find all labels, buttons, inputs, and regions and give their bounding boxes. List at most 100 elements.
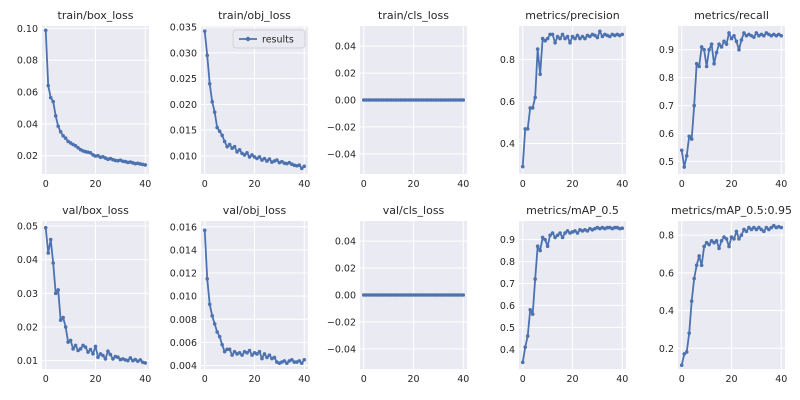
data-point [449,293,453,297]
data-point [43,28,48,33]
data-point [593,33,597,38]
data-point [401,98,406,102]
data-point [533,277,537,281]
data-point [697,254,701,258]
y-tick-label: 0.10 [17,24,38,35]
data-point [364,98,369,102]
data-point [381,293,386,297]
data-point [429,98,433,102]
data-point [237,351,242,355]
data-point [702,47,706,52]
subplot-train-box-loss: 0.02 0.04 0.06 0.08 0.10 0 20 40 train/box_loss [17,9,151,190]
data-point [73,144,78,148]
data-point [724,42,729,46]
y-tick-label: 0.01 [17,356,38,367]
data-point [727,31,731,35]
data-point [222,349,227,354]
data-point [265,355,269,360]
data-point [58,130,63,134]
data-point [727,244,731,249]
data-point [759,227,764,232]
y-tick-label: 0.008 [170,315,197,326]
data-point [583,36,587,41]
y-tick-label: 0.010 [170,151,197,162]
subplot-train-obj-loss: 0.010 0.015 0.020 0.025 0.030 0.035 0 20 40 train… [170,9,311,190]
y-tick-label: 0.4 [500,139,515,150]
data-point [456,98,461,102]
y-tick-label: 0.6 [500,301,515,312]
data-point [555,34,560,39]
data-point [436,293,441,297]
data-point [431,98,436,102]
data-point [262,156,267,161]
data-point [682,352,687,356]
subplot-title: metrics/mAP_0.5 [526,204,619,217]
subplot-title: metrics/recall [694,9,769,22]
data-point [520,360,525,365]
data-point [61,315,65,320]
x-tick-label: 20 [566,179,578,190]
data-point [525,127,530,131]
data-point [451,293,456,297]
x-tick-label: 40 [775,374,787,385]
y-tick-label: 0.8 [659,73,674,84]
data-point [247,348,252,353]
data-point [734,229,739,234]
data-point [394,293,398,297]
data-point [441,98,446,102]
x-tick-label: 0 [520,179,526,190]
data-point [692,103,696,108]
x-tick-label: 0 [43,374,49,385]
data-point [689,137,694,141]
data-point [449,98,453,102]
subplot-val-obj-loss: 0.004 0.006 0.008 0.010 0.012 0.014 0.016 0 20 40… [170,204,311,385]
x-tick-label: 0 [679,374,685,385]
data-point [126,358,130,363]
data-point [426,98,431,102]
data-point [600,34,605,39]
y-tick-label: 0.6 [659,129,674,140]
x-tick-label: 20 [566,374,578,385]
y-tick-label: 0.08 [17,56,38,67]
x-tick-label: 20 [89,179,101,190]
data-point [580,34,585,39]
data-point [714,50,719,55]
data-point [215,125,219,130]
y-tick-label: 0.004 [170,361,197,372]
data-point [563,36,567,41]
data-point [409,98,413,102]
data-point [225,347,229,352]
data-point [454,98,458,102]
data-point [386,293,391,297]
data-point [379,293,383,297]
data-point [620,32,625,37]
subplot-title: train/obj_loss [218,9,291,22]
data-point [538,72,542,77]
data-point [697,64,701,69]
data-point [535,244,540,249]
data-point [737,237,741,241]
y-tick-label: 0.014 [170,245,197,256]
data-point [548,32,552,37]
data-point [424,98,428,102]
data-point [694,61,699,66]
y-tick-label: 0.4 [500,345,515,356]
data-point [212,322,217,326]
data-point [719,45,724,49]
data-point [143,361,148,365]
y-tick-label: 0.03 [17,289,38,300]
x-tick-label: 20 [407,179,419,190]
data-point [217,334,222,339]
data-point [391,293,396,297]
data-point [297,359,302,363]
data-point [699,263,704,268]
data-point [235,150,239,154]
x-tick-label: 40 [139,179,151,190]
data-point [210,100,214,104]
data-point [707,242,711,247]
data-point [394,98,398,102]
data-point [779,225,784,230]
data-point [285,361,289,366]
data-point [262,352,267,356]
